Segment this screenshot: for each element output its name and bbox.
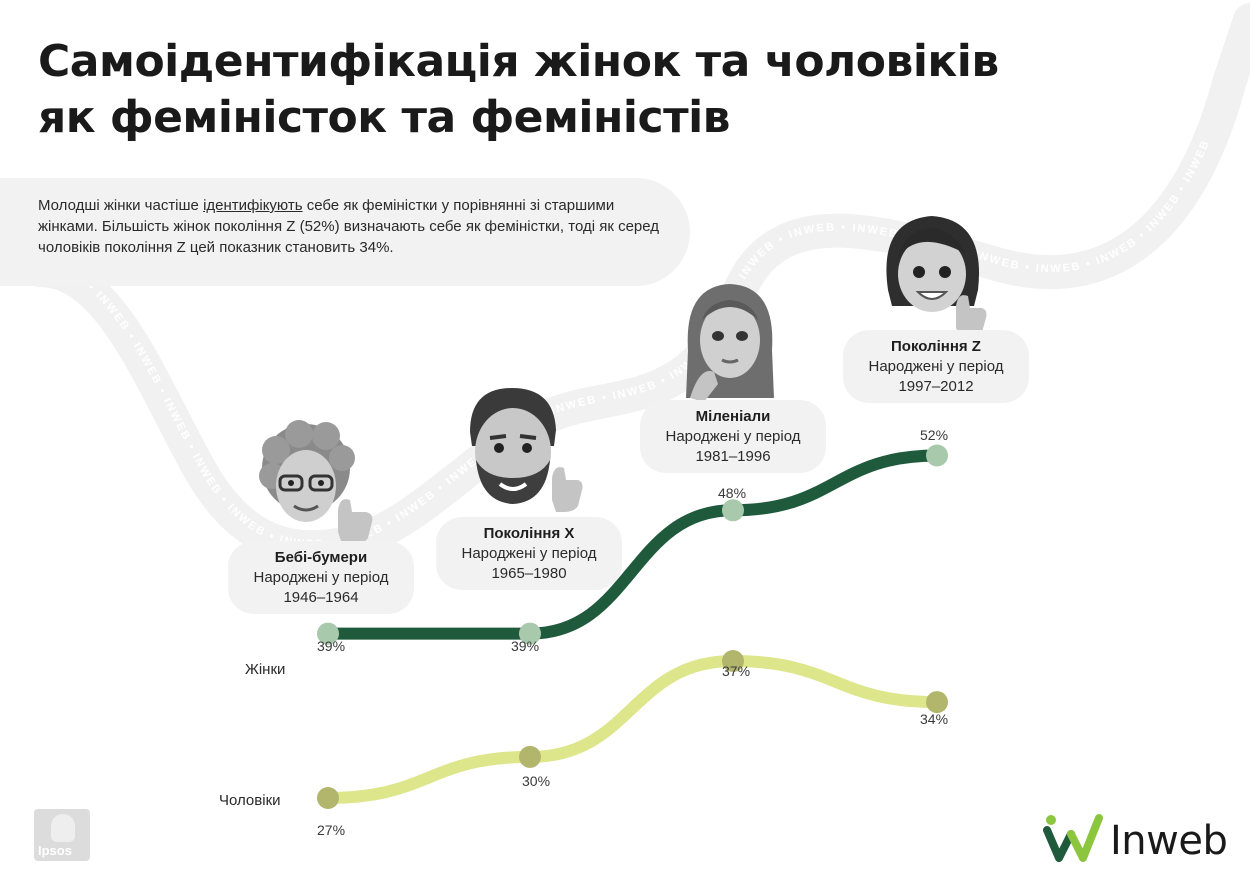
summary-panel (0, 178, 690, 286)
generation-name: Бебі-бумери (274, 549, 368, 566)
ipsos-logo: Ipsos (34, 809, 90, 861)
generation-card-millennials: Міленіали Народжені у період 1981–1996 (640, 400, 826, 473)
generation-card-gen-x: Покоління X Народжені у період 1965–1980 (436, 517, 622, 590)
data-label-women-millennials: 48% (718, 485, 747, 501)
data-label-men-gen-x: 30% (522, 773, 551, 789)
series-label-women: Жінки (245, 661, 286, 678)
inweb-logo-text: Inweb (1110, 818, 1228, 864)
series-label-men: Чоловіки (219, 792, 281, 809)
data-point-women-millennials (722, 499, 744, 522)
data-point-men-boomers (317, 787, 339, 809)
ipsos-head-icon (51, 814, 75, 842)
data-point-women-gen-z (926, 444, 948, 467)
generation-years: 1965–1980 (491, 565, 567, 582)
gen-z-avatar-icon (886, 216, 987, 335)
data-point-men-millennials (722, 650, 744, 672)
data-point-men-gen-z (926, 691, 948, 714)
generation-period-label: Народжені у період (868, 358, 1004, 375)
millennial-avatar-icon (686, 284, 774, 402)
title-line-2: як феміністок та феміністів (38, 92, 731, 143)
series-line-women (322, 449, 943, 640)
data-label-women-gen-z: 52% (920, 427, 949, 443)
generation-card-boomers: Бебі-бумери Народжені у період 1946–1964 (228, 541, 414, 614)
generation-period-label: Народжені у період (253, 569, 389, 586)
generation-years: 1997–2012 (898, 378, 974, 395)
title-line-1: Самоідентифікація жінок та чоловіків (38, 36, 999, 87)
data-label-men-gen-z: 34% (920, 711, 949, 727)
data-label-women-boomers: 39% (317, 638, 346, 654)
generation-period-label: Народжені у період (665, 428, 801, 445)
summary-text-underlined: ідентифікують (203, 197, 303, 214)
summary-text-part: Молодші жінки частіше (38, 197, 204, 214)
generation-name: Покоління X (483, 525, 575, 542)
generation-name: Міленіали (695, 408, 771, 425)
data-label-women-gen-x: 39% (511, 638, 540, 654)
generation-years: 1981–1996 (695, 448, 771, 465)
generation-card-gen-z: Покоління Z Народжені у період 1997–2012 (843, 330, 1029, 403)
data-label-men-millennials: 37% (722, 663, 751, 679)
data-point-women-boomers (317, 622, 339, 645)
ipsos-logo-text: Ipsos (38, 843, 72, 858)
series-line-men (322, 654, 943, 804)
page-title: Самоідентифікація жінок та чоловіків як … (38, 34, 1038, 146)
summary-text: Молодші жінки частіше ідентифікують себе… (38, 195, 678, 258)
gen-x-avatar-icon (470, 388, 583, 512)
data-label-men-boomers: 27% (317, 822, 346, 838)
inweb-logo-icon (1043, 814, 1103, 862)
boomer-avatar-icon (259, 420, 373, 544)
data-point-men-gen-x (519, 745, 541, 768)
summary-text-part: себе як феміністки у порівнянні зі старш… (38, 197, 660, 256)
generation-period-label: Народжені у період (461, 545, 597, 562)
generation-name: Покоління Z (891, 338, 981, 355)
generation-years: 1946–1964 (283, 589, 359, 606)
data-point-women-gen-x (519, 622, 541, 645)
